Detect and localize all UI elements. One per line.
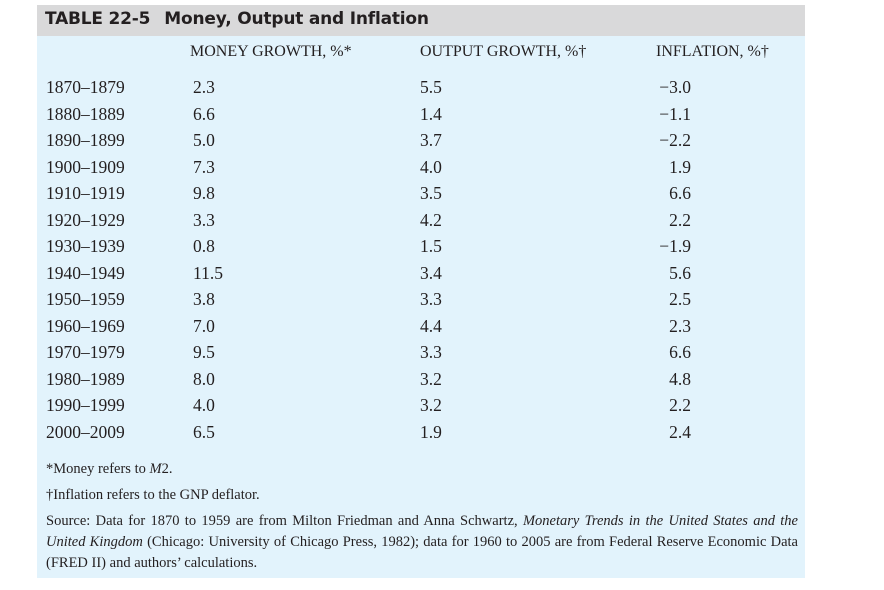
output-growth-cell: 3.2 — [420, 368, 442, 389]
table-row: 1910–1919 9.8 3.5 6.6 — [37, 183, 805, 209]
period-cell: 2000–2009 — [46, 421, 125, 442]
output-growth-cell: 4.4 — [420, 315, 442, 336]
inflation-cell: 2.3 — [669, 315, 691, 336]
output-growth-cell: 3.3 — [420, 342, 442, 362]
money-growth-cell: 7.0 — [193, 315, 215, 336]
output-growth-cell: 3.2 — [420, 395, 442, 415]
inflation-cell: 6.6 — [669, 183, 691, 203]
inflation-cell: 4.8 — [669, 368, 691, 389]
money-growth-cell: 9.5 — [193, 342, 215, 362]
table-label: TABLE 22-5 — [45, 9, 151, 29]
period-cell: 1870–1879 — [46, 77, 125, 97]
period-cell: 1880–1889 — [46, 103, 125, 124]
footnote-italic: M — [149, 461, 162, 477]
column-header-inflation: INFLATION, %† — [656, 43, 769, 60]
inflation-cell: −2.2 — [659, 130, 691, 150]
period-cell: 1960–1969 — [46, 315, 125, 336]
table-row: 1890–1899 5.0 3.7 −2.2 — [37, 130, 805, 156]
period-cell: 1930–1939 — [46, 236, 125, 256]
output-growth-cell: 4.0 — [420, 156, 442, 177]
inflation-cell: −3.0 — [659, 77, 691, 97]
period-cell: 1920–1929 — [46, 209, 125, 230]
output-growth-cell: 3.5 — [420, 183, 442, 203]
inflation-cell: 2.5 — [669, 289, 691, 309]
period-cell: 1910–1919 — [46, 183, 125, 203]
table-row: 1990–1999 4.0 3.2 2.2 — [37, 395, 805, 421]
table-row: 1880–1889 6.6 1.4 −1.1 — [37, 104, 805, 130]
table-panel: TABLE 22-5 Money, Output and Inflation MO… — [37, 5, 805, 578]
footnote-inflation: †Inflation refers to the GNP deflator. — [46, 487, 260, 503]
money-growth-cell: 3.8 — [193, 289, 215, 309]
money-growth-cell: 9.8 — [193, 183, 215, 203]
table-row: 1950–1959 3.8 3.3 2.5 — [37, 289, 805, 315]
table-row: 1980–1989 8.0 3.2 4.8 — [37, 369, 805, 395]
period-cell: 1990–1999 — [46, 395, 125, 415]
money-growth-cell: 2.3 — [193, 77, 215, 97]
inflation-cell: −1.1 — [659, 103, 691, 124]
table-row: 1870–1879 2.3 5.5 −3.0 — [37, 77, 805, 103]
footnote-text: *Money refers to — [46, 461, 150, 477]
table-title: TABLE 22-5 Money, Output and Inflation — [45, 9, 429, 29]
source-text: (Chicago: University of Chicago Press, 1… — [46, 534, 798, 571]
column-header-output: OUTPUT GROWTH, %† — [420, 43, 587, 60]
output-growth-cell: 5.5 — [420, 77, 442, 97]
money-growth-cell: 3.3 — [193, 209, 215, 230]
inflation-cell: 2.4 — [669, 421, 691, 442]
money-growth-cell: 7.3 — [193, 156, 215, 177]
output-growth-cell: 4.2 — [420, 209, 442, 230]
output-growth-cell: 1.5 — [420, 236, 442, 256]
money-growth-cell: 4.0 — [193, 395, 215, 415]
table-header-bar: TABLE 22-5 Money, Output and Inflation — [37, 5, 805, 36]
footnote-money: *Money refers to M2. — [46, 459, 798, 480]
money-growth-cell: 5.0 — [193, 130, 215, 150]
source-title: Monetary Trends in the United States and… — [46, 513, 798, 550]
source-note: Source: Data for 1870 to 1959 are from M… — [46, 511, 798, 574]
column-header-money: MONEY GROWTH, %* — [190, 43, 352, 60]
table-row: 1970–1979 9.5 3.3 6.6 — [37, 342, 805, 368]
source-text: Source: Data for 1870 to 1959 are from M… — [46, 513, 523, 529]
footnote-text: 2. — [161, 461, 173, 477]
period-cell: 1940–1949 — [46, 262, 125, 283]
inflation-cell: 2.2 — [669, 395, 691, 415]
inflation-cell: −1.9 — [659, 236, 691, 256]
money-growth-cell: 6.6 — [193, 103, 215, 124]
table-row: 1930–1939 0.8 1.5 −1.9 — [37, 236, 805, 262]
period-cell: 1970–1979 — [46, 342, 125, 362]
money-growth-cell: 0.8 — [193, 236, 215, 256]
table-row: 1900–1909 7.3 4.0 1.9 — [37, 157, 805, 183]
table-row: 1960–1969 7.0 4.4 2.3 — [37, 316, 805, 342]
money-growth-cell: 6.5 — [193, 421, 215, 442]
money-growth-cell: 8.0 — [193, 368, 215, 389]
output-growth-cell: 1.9 — [420, 421, 442, 442]
table-row: 1920–1929 3.3 4.2 2.2 — [37, 210, 805, 236]
output-growth-cell: 3.3 — [420, 289, 442, 309]
inflation-cell: 1.9 — [669, 156, 691, 177]
output-growth-cell: 3.4 — [420, 262, 442, 283]
period-cell: 1980–1989 — [46, 368, 125, 389]
money-growth-cell: 11.5 — [193, 262, 223, 283]
period-cell: 1900–1909 — [46, 156, 125, 177]
table-title-text: Money, Output and Inflation — [164, 9, 429, 29]
output-growth-cell: 1.4 — [420, 103, 442, 124]
period-cell: 1890–1899 — [46, 130, 125, 150]
period-cell: 1950–1959 — [46, 289, 125, 309]
table-row: 1940–1949 11.5 3.4 5.6 — [37, 263, 805, 289]
inflation-cell: 5.6 — [669, 262, 691, 283]
inflation-cell: 6.6 — [669, 342, 691, 362]
table-row: 2000–2009 6.5 1.9 2.4 — [37, 422, 805, 448]
inflation-cell: 2.2 — [669, 209, 691, 230]
output-growth-cell: 3.7 — [420, 130, 442, 150]
